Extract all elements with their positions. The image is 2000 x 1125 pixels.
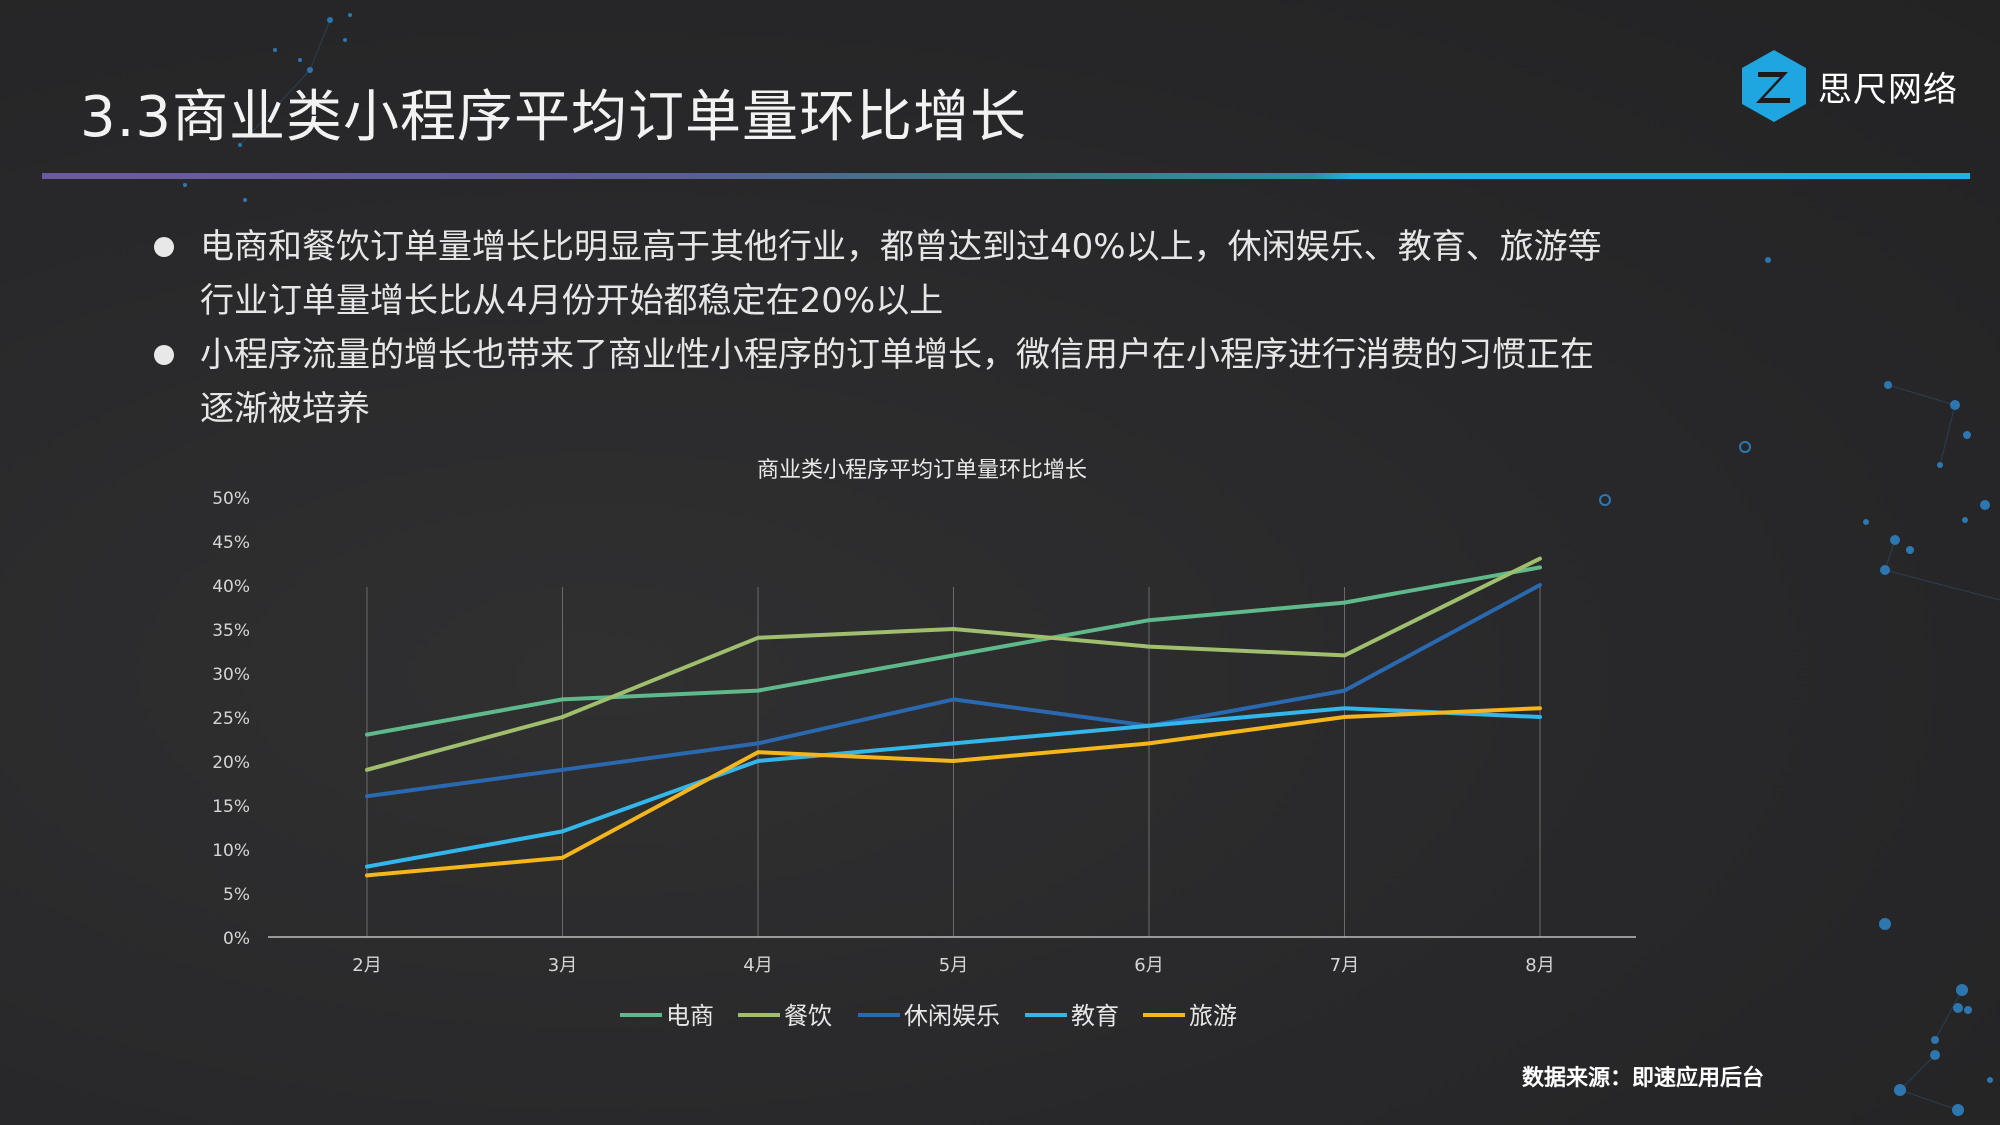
- title-divider: [42, 173, 1970, 179]
- legend-label: 餐饮: [784, 1002, 832, 1030]
- x-tick-label: 2月: [352, 955, 381, 976]
- bullet-item: 小程序流量的增长也带来了商业性小程序的订单增长，微信用户在小程序进行消费的习惯正…: [148, 328, 1608, 436]
- x-tick-label: 6月: [1134, 955, 1163, 976]
- bullet-text: 电商和餐饮订单量增长比明显高于其他行业，都曾达到过40%以上，休闲娱乐、教育、旅…: [200, 227, 1602, 321]
- legend-label: 休闲娱乐: [904, 1002, 1000, 1030]
- y-tick-label: 5%: [223, 885, 250, 905]
- bullet-dot-icon: [154, 237, 174, 257]
- series-line: [365, 706, 1542, 869]
- series-line: [365, 583, 1542, 799]
- y-tick-label: 40%: [212, 577, 250, 597]
- bullet-item: 电商和餐饮订单量增长比明显高于其他行业，都曾达到过40%以上，休闲娱乐、教育、旅…: [148, 220, 1608, 328]
- y-tick-label: 20%: [212, 753, 250, 773]
- y-tick-label: 45%: [212, 533, 250, 553]
- slide-title: 3.3商业类小程序平均订单量环比增长: [80, 85, 1028, 150]
- series-line: [365, 565, 1542, 737]
- y-tick-label: 35%: [212, 621, 250, 641]
- bullet-text: 小程序流量的增长也带来了商业性小程序的订单增长，微信用户在小程序进行消费的习惯正…: [200, 335, 1594, 429]
- company-logo: 思尺网络: [1740, 48, 1958, 124]
- x-tick-label: 5月: [939, 955, 968, 976]
- x-tick-label: 7月: [1330, 955, 1359, 976]
- x-tick-label: 8月: [1525, 955, 1554, 976]
- x-tick-label: 3月: [548, 955, 577, 976]
- series-line: [365, 706, 1542, 878]
- legend-label: 电商: [666, 1002, 714, 1030]
- y-tick-label: 30%: [212, 665, 250, 685]
- data-source-note: 数据来源：即速应用后台: [1522, 1066, 1765, 1091]
- y-tick-label: 10%: [212, 841, 250, 861]
- y-tick-label: 0%: [223, 929, 250, 949]
- y-tick-label: 15%: [212, 797, 250, 817]
- y-tick-label: 25%: [212, 709, 250, 729]
- legend-label: 旅游: [1189, 1002, 1237, 1030]
- series-line: [365, 556, 1542, 772]
- legend-label: 教育: [1071, 1002, 1119, 1030]
- logo-text: 思尺网络: [1818, 69, 1958, 110]
- chart-title: 商业类小程序平均订单量环比增长: [757, 458, 1087, 483]
- x-tick-label: 4月: [743, 955, 772, 976]
- y-tick-label: 50%: [212, 489, 250, 509]
- bullet-dot-icon: [154, 345, 174, 365]
- logo-hexagon-icon: [1742, 50, 1806, 122]
- bullet-list: 电商和餐饮订单量增长比明显高于其他行业，都曾达到过40%以上，休闲娱乐、教育、旅…: [148, 220, 1608, 436]
